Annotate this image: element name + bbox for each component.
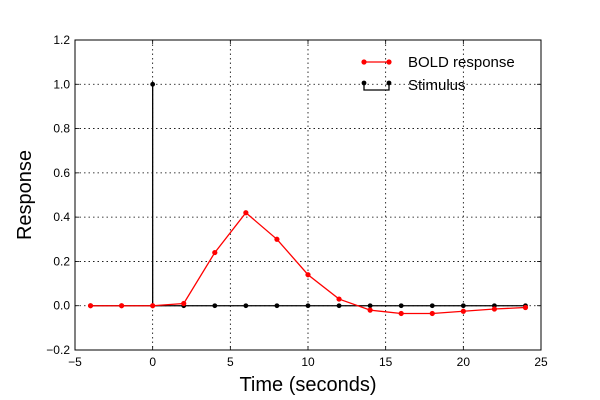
y-tick-label: −0.2 <box>46 343 70 357</box>
series-layer <box>87 81 529 317</box>
plot-area-frame <box>74 39 542 351</box>
stimulus-point <box>367 303 373 309</box>
y-tick-label: 0.2 <box>53 254 70 268</box>
x-tick-label: 15 <box>379 355 393 369</box>
stimulus-point <box>212 303 218 309</box>
legend-label-stimulus: Stimulus <box>408 77 466 94</box>
y-axis-label: Response <box>14 150 36 240</box>
stimulus-point <box>429 303 435 309</box>
bold-response-point <box>336 296 342 302</box>
bold-response-point <box>243 210 249 216</box>
y-tick-label: 0.0 <box>53 299 70 313</box>
bold-response-point <box>460 308 466 314</box>
y-tick-label: 1.0 <box>53 77 70 91</box>
bold-response-point <box>305 272 311 278</box>
x-tick-label: 5 <box>227 355 234 369</box>
bold-response-point <box>87 303 94 309</box>
stimulus-point <box>336 303 342 309</box>
stimulus-point <box>243 303 249 309</box>
legend-swatch-bold-marker <box>386 59 392 65</box>
x-axis-label: Time (seconds) <box>239 374 376 396</box>
bold-response-point <box>274 236 280 242</box>
legend-swatches <box>361 59 392 91</box>
bold-response-point <box>150 303 156 309</box>
stimulus-point <box>398 303 404 309</box>
legend-swatch-stimulus-marker <box>361 80 367 86</box>
legend-swatch-bold-marker <box>361 59 367 65</box>
stimulus-point <box>274 303 280 309</box>
bold-response-point <box>119 303 125 309</box>
tick-layer: −5 0 5 10 15 20 25 −0.2 0.0 0.2 0.4 0.6 0.8 1.0 1.2 <box>46 33 548 369</box>
stimulus-point <box>305 303 311 309</box>
y-tick-label: 1.2 <box>53 33 70 47</box>
bold-response-point <box>522 304 529 311</box>
legend-label-bold-response: BOLD response <box>408 54 515 71</box>
stimulus-point <box>150 81 156 87</box>
x-tick-label: 20 <box>457 355 471 369</box>
bold-response-point <box>398 310 404 317</box>
x-tick-label: 25 <box>534 355 548 369</box>
x-tick-label: 0 <box>149 355 156 369</box>
legend: BOLD response Stimulus <box>361 54 515 94</box>
x-tick-label: −5 <box>68 355 82 369</box>
bold-response-point <box>181 300 187 307</box>
legend-swatch-stimulus-marker <box>386 80 392 86</box>
y-tick-label: 0.4 <box>53 210 70 224</box>
stimulus-point <box>460 303 466 309</box>
bold-response-point <box>367 307 373 313</box>
bold-response-point <box>429 310 435 317</box>
bold-response-series <box>87 210 529 317</box>
legend-swatch-stimulus-stem <box>363 83 390 91</box>
bold-response-point <box>491 306 497 312</box>
y-tick-label: 0.6 <box>53 166 70 180</box>
y-tick-label: 0.8 <box>53 122 70 136</box>
x-tick-label: 10 <box>301 355 315 369</box>
bold-response-point <box>212 249 218 256</box>
